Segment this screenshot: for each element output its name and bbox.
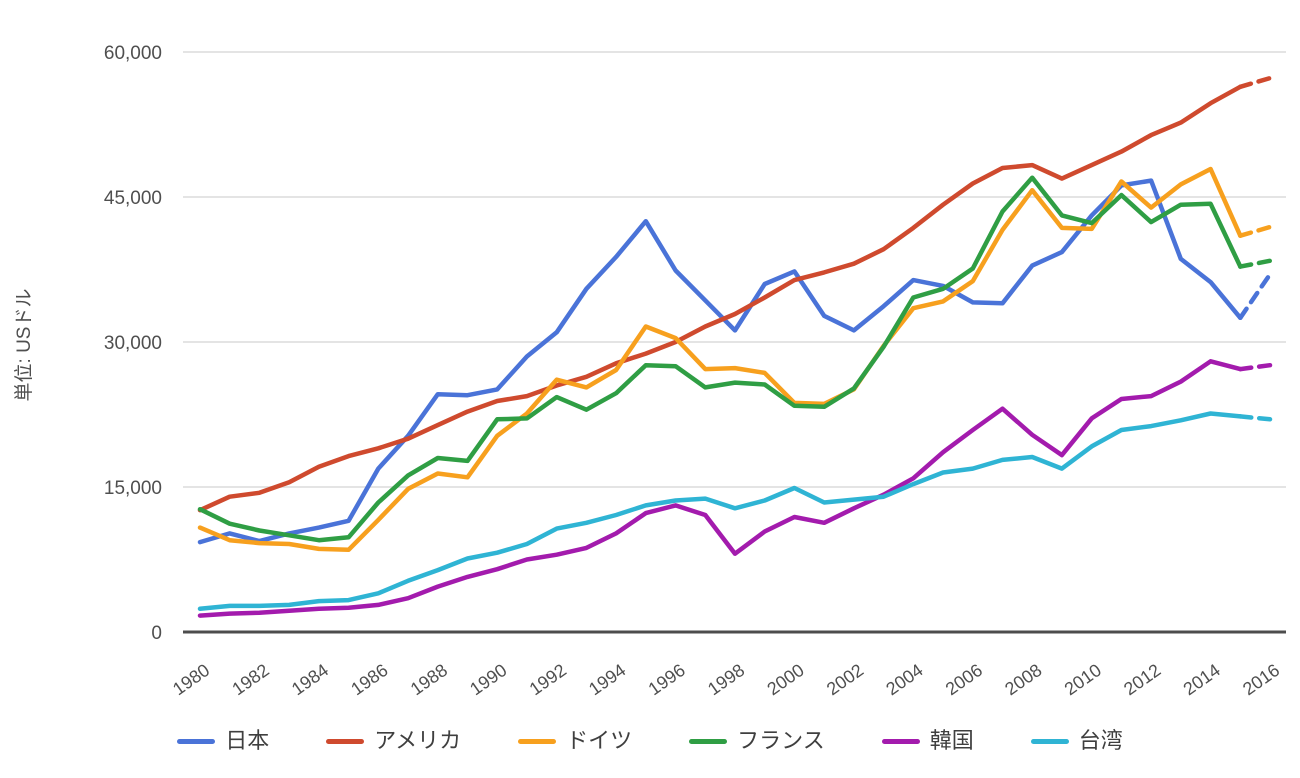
series-line-korea[interactable] <box>197 359 1273 618</box>
x-tick-label: 2000 <box>763 660 807 699</box>
series-path-taiwan[interactable] <box>197 411 1243 612</box>
series-forecast-segment-taiwan[interactable] <box>1238 414 1273 422</box>
legend-label-france: フランス <box>737 728 825 753</box>
legend-item-japan[interactable]: 日本 <box>177 730 269 752</box>
x-tick-label: 2016 <box>1239 660 1283 699</box>
x-tick-label: 1984 <box>288 660 332 699</box>
legend-label-taiwan: 台湾 <box>1078 728 1123 753</box>
series-line-france[interactable] <box>197 175 1273 543</box>
legend-swatch-germany <box>518 738 557 744</box>
legend-item-germany[interactable]: ドイツ <box>518 730 632 752</box>
x-tick-label: 1988 <box>407 660 451 699</box>
series-line-germany[interactable] <box>197 166 1273 553</box>
x-tick-label: 2008 <box>1001 660 1045 699</box>
y-tick-label: 30,000 <box>104 333 162 354</box>
legend-item-korea[interactable]: 韓国 <box>881 728 974 753</box>
x-tick-label: 1996 <box>645 660 689 699</box>
x-tick-label: 2012 <box>1120 660 1164 699</box>
y-axis-tick-labels: 0 15,000 30,000 45,000 60,000 <box>104 43 162 644</box>
series-line-usa[interactable] <box>197 75 1273 513</box>
x-axis-tick-labels: 1980 1982 1984 1986 1988 1990 1992 1994 1996 1998… <box>169 660 1283 699</box>
series-lines <box>197 75 1273 618</box>
series-path-usa[interactable] <box>197 84 1243 513</box>
series-path-japan[interactable] <box>197 178 1243 545</box>
x-tick-label: 1992 <box>526 660 570 699</box>
series-path-germany[interactable] <box>197 166 1243 553</box>
legend-swatch-japan <box>177 738 216 744</box>
x-tick-label: 2004 <box>882 660 926 699</box>
x-tick-label: 1990 <box>466 660 510 699</box>
series-line-taiwan[interactable] <box>197 411 1273 612</box>
y-tick-label: 0 <box>151 623 162 644</box>
legend-swatch-usa <box>326 738 365 744</box>
series-line-japan[interactable] <box>197 178 1273 545</box>
x-tick-label: 2010 <box>1061 660 1105 699</box>
series-path-france[interactable] <box>197 175 1243 543</box>
series-forecast-segment-korea[interactable] <box>1238 362 1273 372</box>
legend-label-usa: アメリカ <box>374 728 462 753</box>
x-tick-label: 2006 <box>942 660 986 699</box>
chart-legend: 日本 アメリカ ドイツ フランス 韓国 台湾 <box>0 730 1300 752</box>
legend-swatch-france <box>689 738 728 744</box>
legend-item-taiwan[interactable]: 台湾 <box>1030 728 1123 753</box>
x-tick-label: 1994 <box>585 660 629 699</box>
series-path-korea[interactable] <box>197 359 1243 618</box>
x-tick-label: 2002 <box>823 660 867 699</box>
x-tick-label: 1986 <box>347 660 391 699</box>
legend-swatch-taiwan <box>1030 738 1069 744</box>
x-tick-label: 1998 <box>704 660 748 699</box>
x-tick-label: 1980 <box>169 660 213 699</box>
series-forecast-segment-france[interactable] <box>1238 258 1273 269</box>
legend-label-germany: ドイツ <box>566 728 633 753</box>
y-tick-label: 15,000 <box>104 478 162 499</box>
legend-item-usa[interactable]: アメリカ <box>326 730 461 752</box>
x-tick-label: 1982 <box>228 660 272 699</box>
series-forecast-segment-germany[interactable] <box>1238 224 1273 238</box>
legend-swatch-korea <box>881 738 920 744</box>
legend-label-japan: 日本 <box>225 728 270 753</box>
gridlines <box>183 51 1286 634</box>
x-tick-label: 2014 <box>1180 660 1224 699</box>
legend-item-france[interactable]: フランス <box>689 730 825 752</box>
series-forecast-segment-japan[interactable] <box>1238 272 1273 321</box>
y-tick-label: 45,000 <box>104 188 162 209</box>
legend-label-korea: 韓国 <box>929 728 974 753</box>
y-tick-label: 60,000 <box>104 43 162 64</box>
series-forecast-segment-usa[interactable] <box>1238 75 1273 90</box>
y-axis-title: 単位: USドル <box>13 289 35 402</box>
